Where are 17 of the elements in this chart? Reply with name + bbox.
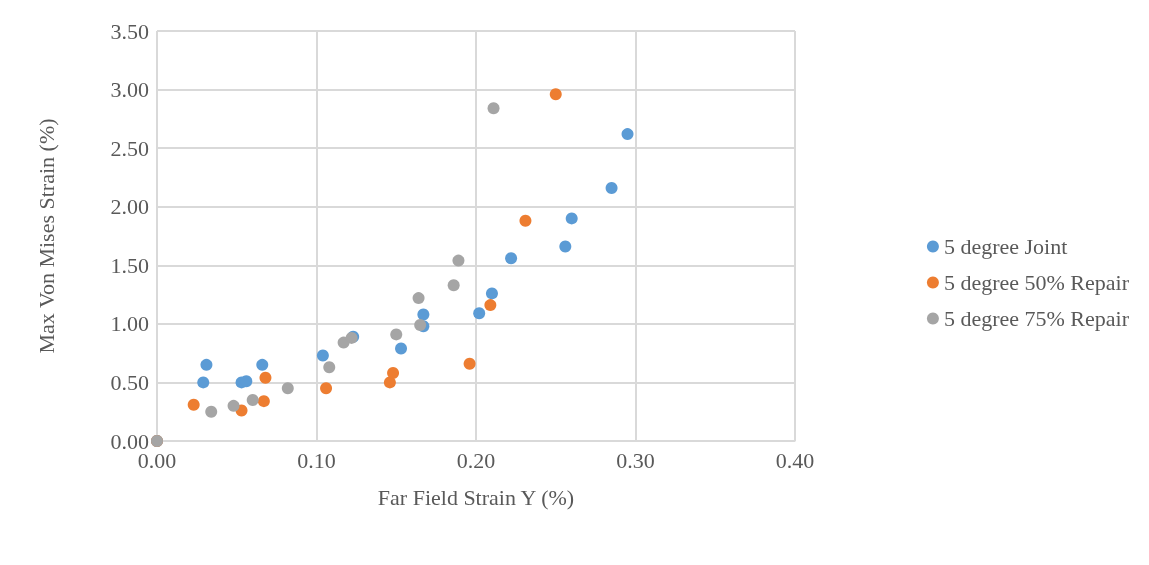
y-tick-label: 1.00 <box>110 311 149 337</box>
y-tick-label: 0.00 <box>110 428 149 454</box>
legend-label: 5 degree Joint <box>943 234 1068 259</box>
y-tick-label: 3.00 <box>110 77 149 103</box>
y-tick-label: 2.50 <box>110 135 149 161</box>
y-tick-label: 2.00 <box>110 194 149 220</box>
x-axis-title: Far Field Strain Y (%) <box>377 484 575 510</box>
legend-label: 5 degree 50% Repair <box>943 270 1130 295</box>
x-tick-label: 0.20 <box>456 447 496 473</box>
y-tick-label: 0.50 <box>110 369 149 395</box>
y-tick-label: 1.50 <box>110 252 149 278</box>
y-axis-title: Max Von Mises Strain (%) <box>33 118 59 354</box>
x-tick-label: 0.30 <box>616 447 655 473</box>
x-tick-label: 0.40 <box>775 447 815 473</box>
y-tick-label: 3.50 <box>110 18 149 44</box>
x-tick-label: 0.10 <box>297 447 336 473</box>
legend-label: 5 degree 75% Repair <box>943 306 1130 331</box>
